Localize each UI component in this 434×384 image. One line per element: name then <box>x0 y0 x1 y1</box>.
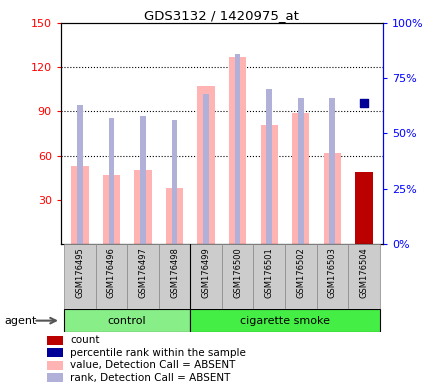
Bar <box>203 94 208 244</box>
Text: agent: agent <box>4 316 36 326</box>
Text: GSM176499: GSM176499 <box>201 247 210 298</box>
Bar <box>165 188 183 244</box>
Text: GSM176498: GSM176498 <box>170 247 179 298</box>
Text: GSM176500: GSM176500 <box>233 247 242 298</box>
Bar <box>140 116 145 244</box>
Bar <box>64 244 95 309</box>
Text: value, Detection Call = ABSENT: value, Detection Call = ABSENT <box>70 360 235 370</box>
Text: GSM176495: GSM176495 <box>75 247 84 298</box>
Bar <box>95 244 127 309</box>
Text: rank, Detection Call = ABSENT: rank, Detection Call = ABSENT <box>70 373 230 383</box>
Bar <box>171 120 177 244</box>
Bar <box>316 244 347 309</box>
Bar <box>266 89 271 244</box>
Bar <box>47 361 62 370</box>
Bar <box>291 113 309 244</box>
Bar <box>197 86 214 244</box>
Bar <box>329 98 334 244</box>
Text: GSM176503: GSM176503 <box>327 247 336 298</box>
Text: GSM176501: GSM176501 <box>264 247 273 298</box>
Bar <box>297 98 303 244</box>
Bar <box>77 105 82 244</box>
Bar <box>71 166 88 244</box>
Bar <box>127 244 158 309</box>
Bar <box>347 244 379 309</box>
Bar <box>284 244 316 309</box>
Text: percentile rank within the sample: percentile rank within the sample <box>70 348 246 358</box>
Bar <box>234 54 240 244</box>
Bar <box>102 175 120 244</box>
Bar <box>190 244 221 309</box>
Bar <box>323 152 340 244</box>
Text: control: control <box>108 316 146 326</box>
Bar <box>228 57 246 244</box>
Bar <box>221 244 253 309</box>
Text: GSM176504: GSM176504 <box>358 247 368 298</box>
Text: cigarette smoke: cigarette smoke <box>240 316 329 326</box>
Text: GSM176502: GSM176502 <box>296 247 305 298</box>
Bar <box>47 336 62 345</box>
Text: GSM176497: GSM176497 <box>138 247 147 298</box>
Bar <box>253 244 284 309</box>
Bar <box>260 124 277 244</box>
Bar <box>47 348 62 357</box>
Point <box>359 99 366 106</box>
Text: count: count <box>70 335 99 345</box>
Bar <box>108 118 114 244</box>
Bar <box>47 373 62 382</box>
Text: GSM176496: GSM176496 <box>107 247 115 298</box>
Bar <box>134 170 151 244</box>
Bar <box>190 309 379 332</box>
Bar <box>64 309 190 332</box>
Bar <box>158 244 190 309</box>
Bar <box>355 172 372 244</box>
Title: GDS3132 / 1420975_at: GDS3132 / 1420975_at <box>144 9 299 22</box>
